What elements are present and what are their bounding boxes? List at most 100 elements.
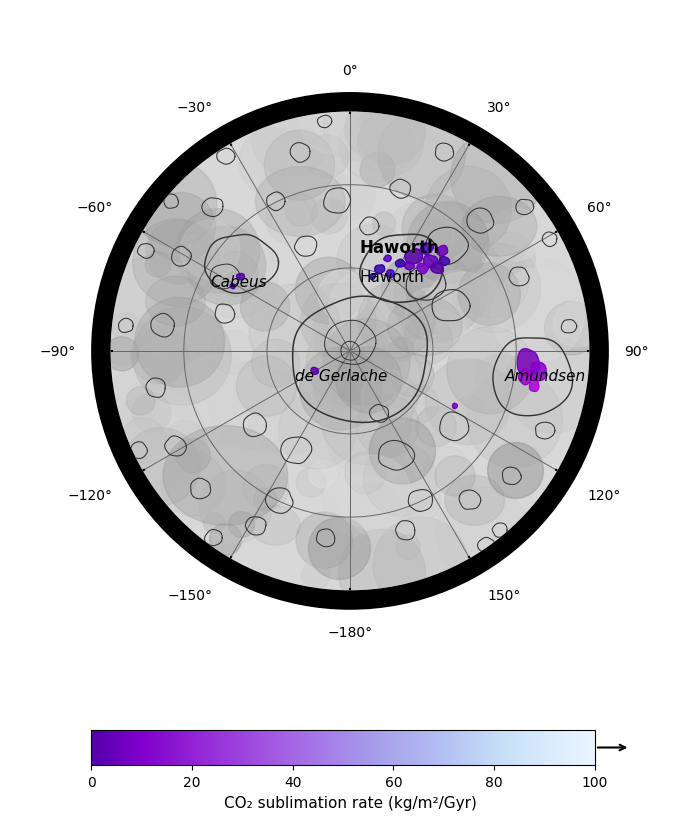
Circle shape [237, 356, 297, 417]
Polygon shape [311, 368, 318, 375]
Circle shape [302, 562, 330, 590]
Circle shape [330, 278, 419, 367]
Circle shape [146, 221, 210, 284]
Circle shape [363, 443, 437, 517]
Polygon shape [519, 369, 531, 385]
Circle shape [483, 232, 536, 285]
Polygon shape [417, 264, 428, 275]
Circle shape [488, 443, 543, 499]
Circle shape [105, 337, 139, 371]
Circle shape [393, 478, 440, 526]
Text: 0°: 0° [342, 64, 358, 78]
Circle shape [132, 308, 231, 406]
Circle shape [209, 523, 241, 556]
Circle shape [325, 390, 410, 476]
Circle shape [328, 270, 407, 350]
Polygon shape [386, 270, 394, 279]
Polygon shape [374, 265, 385, 275]
Text: de Gerlache: de Gerlache [295, 369, 388, 384]
Circle shape [424, 447, 470, 494]
Circle shape [131, 327, 188, 385]
Circle shape [358, 282, 435, 359]
Circle shape [519, 350, 548, 380]
Text: Cabeus: Cabeus [211, 275, 267, 289]
Circle shape [300, 348, 382, 430]
Text: −90°: −90° [40, 345, 76, 358]
Circle shape [344, 98, 406, 160]
Circle shape [340, 108, 414, 183]
Circle shape [430, 271, 484, 324]
Circle shape [328, 334, 419, 424]
Circle shape [266, 198, 313, 244]
Circle shape [396, 536, 420, 560]
Circle shape [421, 273, 508, 360]
Circle shape [181, 221, 240, 280]
Circle shape [479, 278, 505, 304]
Circle shape [372, 213, 396, 237]
Circle shape [378, 112, 466, 199]
Circle shape [358, 111, 424, 176]
Circle shape [134, 298, 225, 388]
Circle shape [272, 219, 293, 240]
Polygon shape [230, 284, 235, 289]
Circle shape [361, 370, 418, 427]
Circle shape [199, 471, 272, 543]
Text: −120°: −120° [68, 488, 113, 502]
Circle shape [265, 278, 344, 357]
Circle shape [344, 452, 386, 494]
Circle shape [109, 392, 207, 490]
Circle shape [173, 355, 264, 446]
Circle shape [337, 225, 409, 297]
Circle shape [348, 484, 401, 536]
Circle shape [314, 371, 356, 413]
Circle shape [249, 284, 341, 377]
Text: −150°: −150° [168, 589, 213, 603]
Circle shape [436, 487, 530, 581]
Ellipse shape [444, 476, 505, 526]
Circle shape [296, 468, 326, 498]
Polygon shape [531, 362, 546, 381]
Polygon shape [439, 257, 449, 266]
Circle shape [209, 362, 297, 450]
Circle shape [373, 518, 469, 613]
Circle shape [314, 296, 388, 370]
Text: 90°: 90° [624, 345, 649, 358]
Circle shape [393, 256, 480, 342]
Circle shape [306, 320, 392, 406]
Circle shape [387, 202, 454, 268]
Circle shape [321, 444, 416, 539]
Circle shape [146, 194, 216, 262]
Circle shape [301, 95, 360, 154]
Circle shape [104, 256, 202, 355]
Text: Haworth: Haworth [360, 239, 440, 257]
Circle shape [248, 370, 332, 455]
Circle shape [286, 195, 317, 227]
Circle shape [279, 391, 357, 470]
Circle shape [405, 289, 455, 338]
Circle shape [133, 219, 220, 307]
Polygon shape [452, 404, 457, 409]
Text: CO₂ sublimation rate (kg/m²/Gyr): CO₂ sublimation rate (kg/m²/Gyr) [223, 795, 477, 810]
Circle shape [309, 461, 337, 488]
Circle shape [251, 340, 300, 388]
Circle shape [411, 305, 438, 332]
Circle shape [360, 153, 395, 188]
Text: 30°: 30° [487, 100, 512, 114]
Circle shape [253, 488, 276, 511]
Circle shape [187, 227, 266, 306]
Circle shape [356, 395, 419, 457]
Circle shape [469, 271, 496, 298]
Circle shape [292, 380, 335, 423]
Circle shape [447, 327, 534, 414]
Circle shape [554, 302, 599, 348]
Circle shape [101, 103, 599, 600]
Ellipse shape [256, 167, 345, 237]
Circle shape [391, 354, 434, 398]
Circle shape [165, 421, 205, 461]
Circle shape [321, 374, 412, 465]
Circle shape [428, 291, 497, 360]
Circle shape [336, 456, 410, 530]
Circle shape [122, 428, 200, 505]
Circle shape [330, 174, 375, 220]
Circle shape [369, 337, 404, 373]
